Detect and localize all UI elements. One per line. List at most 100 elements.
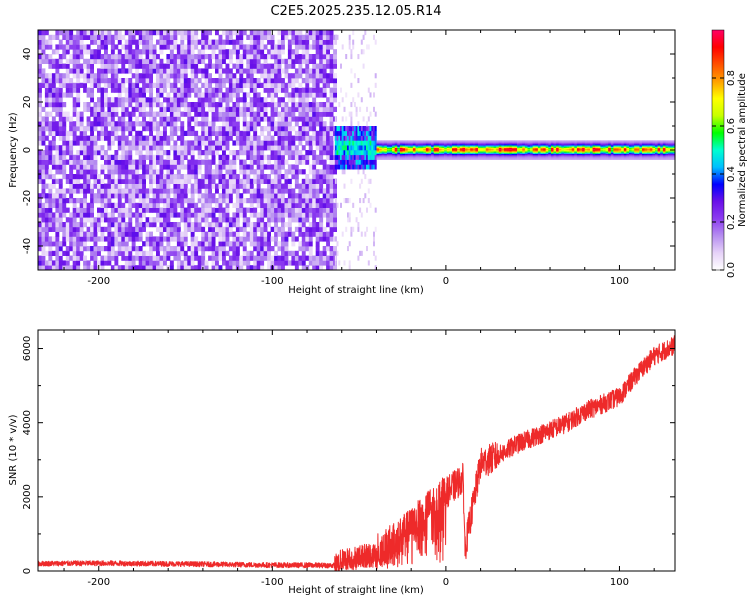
heatmap-cell — [114, 130, 119, 136]
heatmap-cell — [326, 150, 330, 156]
heatmap-cell — [110, 82, 115, 88]
heatmap-cell — [55, 150, 60, 156]
heatmap-cell — [228, 97, 233, 103]
heatmap-cell — [194, 78, 199, 84]
heatmap-cell — [228, 121, 233, 127]
heatmap-cell — [281, 49, 285, 55]
heatmap-cell — [239, 106, 244, 112]
heatmap-cell — [454, 151, 458, 153]
heatmap-cell — [79, 73, 84, 79]
heatmap-cell — [69, 121, 74, 127]
heatmap-cell — [345, 92, 348, 98]
heatmap-cell — [159, 260, 164, 266]
heatmap-cell — [291, 174, 296, 180]
heatmap-cell — [270, 44, 275, 50]
heatmap-cell — [183, 82, 188, 88]
heatmap-cell — [183, 174, 188, 180]
heatmap-cell — [183, 231, 188, 237]
heatmap-cell — [55, 34, 60, 40]
heatmap-cell — [93, 231, 98, 237]
heatmap-cell — [263, 246, 268, 252]
heatmap-cell — [384, 148, 388, 151]
heatmap-cell — [232, 255, 237, 261]
heatmap-cell — [76, 207, 81, 213]
heatmap-cell — [187, 198, 192, 204]
heatmap-cell — [169, 102, 174, 108]
heatmap-cell — [287, 250, 292, 256]
heatmap-cell — [249, 126, 254, 132]
heatmap-cell — [114, 193, 119, 199]
heatmap-cell — [58, 58, 63, 64]
heatmap-cell — [41, 202, 46, 208]
heatmap-cell — [218, 154, 223, 160]
heatmap-cell — [457, 145, 461, 147]
heatmap-cell — [90, 255, 94, 261]
heatmap-cell — [176, 150, 181, 156]
heatmap-cell — [249, 154, 254, 160]
heatmap-cell — [128, 164, 133, 170]
heatmap-cell — [412, 157, 416, 159]
heatmap-cell — [379, 158, 382, 160]
heatmap-cell — [333, 169, 337, 175]
heatmap-cell — [222, 154, 226, 160]
heatmap-cell — [312, 154, 317, 160]
heatmap-cell — [246, 102, 251, 108]
heatmap-cell — [322, 140, 327, 146]
heatmap-cell — [79, 231, 84, 237]
heatmap-cell — [183, 164, 188, 170]
heatmap-cell — [173, 68, 178, 74]
heatmap-cell — [298, 116, 303, 122]
heatmap-cell — [350, 102, 353, 108]
heatmap-cell — [322, 236, 327, 242]
heatmap-cell — [246, 178, 251, 184]
heatmap-cell — [159, 207, 164, 213]
heatmap-cell — [274, 102, 278, 108]
heatmap-cell — [298, 231, 303, 237]
heatmap-cell — [135, 73, 140, 79]
heatmap-cell — [326, 174, 330, 180]
heatmap-cell — [405, 146, 408, 148]
heatmap-cell — [315, 154, 320, 160]
heatmap-cell — [104, 121, 108, 127]
heatmap-cell — [124, 150, 129, 156]
heatmap-cell — [166, 92, 171, 98]
heatmap-cell — [329, 58, 334, 64]
heatmap-cell — [44, 193, 49, 199]
heatmap-cell — [180, 92, 185, 98]
heatmap-cell — [301, 126, 306, 132]
heatmap-cell — [527, 156, 531, 158]
heatmap-cell — [509, 154, 513, 157]
heatmap-cell — [336, 250, 339, 256]
heatmap-cell — [488, 144, 492, 146]
heatmap-cell — [326, 212, 330, 218]
heatmap-cell — [457, 150, 461, 152]
heatmap-cell — [90, 198, 94, 204]
heatmap-cell — [386, 152, 390, 154]
heatmap-cell — [284, 246, 289, 252]
heatmap-cell — [62, 169, 67, 175]
heatmap-cell — [124, 145, 129, 151]
heatmap-cell — [281, 39, 285, 45]
heatmap-cell — [444, 151, 448, 153]
heatmap-cell — [131, 58, 136, 64]
heatmap-cell — [333, 250, 337, 256]
heatmap-cell — [322, 92, 327, 98]
heatmap-cell — [444, 142, 448, 145]
heatmap-cell — [305, 217, 310, 223]
heatmap-cell — [69, 236, 74, 242]
heatmap-cell — [504, 151, 507, 153]
heatmap-cell — [329, 97, 334, 103]
heatmap-cell — [386, 141, 390, 144]
heatmap-cell — [239, 39, 244, 45]
heatmap-cell — [110, 236, 115, 242]
heatmap-cell — [152, 265, 157, 270]
heatmap-cell — [348, 164, 351, 170]
heatmap-cell — [326, 217, 330, 223]
heatmap-cell — [374, 130, 377, 136]
heatmap-cell — [58, 78, 63, 84]
heatmap-cell — [504, 154, 507, 157]
heatmap-cell — [72, 236, 77, 242]
heatmap-cell — [83, 159, 87, 165]
heatmap-cell — [425, 151, 429, 153]
heatmap-cell — [362, 169, 365, 175]
